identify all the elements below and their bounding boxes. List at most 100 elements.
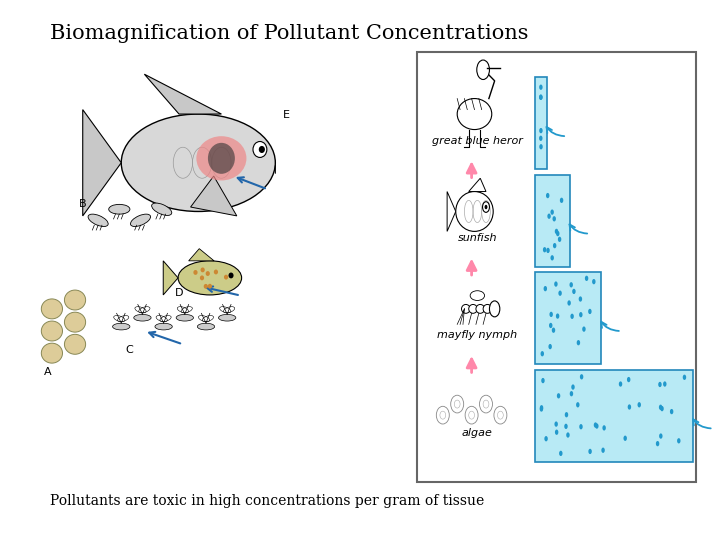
Ellipse shape [155,323,172,330]
Ellipse shape [436,406,449,424]
Circle shape [564,424,567,429]
Ellipse shape [64,334,86,354]
Circle shape [670,409,673,414]
Circle shape [553,243,557,248]
Ellipse shape [469,305,477,313]
Circle shape [200,275,204,280]
Circle shape [540,405,544,410]
Circle shape [567,300,571,306]
Bar [535,175,570,267]
Circle shape [580,374,583,380]
Text: great blue heror: great blue heror [432,136,523,146]
Circle shape [571,384,575,390]
Circle shape [224,275,228,280]
Circle shape [559,451,562,456]
Ellipse shape [121,114,275,212]
Circle shape [580,424,582,429]
Circle shape [555,429,559,435]
Circle shape [539,136,542,141]
Ellipse shape [130,214,150,226]
Circle shape [592,279,595,284]
Circle shape [659,434,662,438]
Circle shape [539,94,542,100]
Polygon shape [447,192,456,231]
Circle shape [544,436,548,441]
Circle shape [594,422,597,428]
Circle shape [194,270,197,275]
Circle shape [539,128,543,133]
Ellipse shape [197,323,215,330]
Circle shape [588,449,592,454]
Circle shape [552,216,556,221]
Ellipse shape [64,290,86,310]
Ellipse shape [88,214,108,226]
Ellipse shape [208,143,235,174]
Circle shape [570,391,573,396]
Circle shape [550,210,554,215]
Circle shape [539,144,543,150]
Circle shape [485,205,487,209]
Circle shape [624,436,627,441]
Circle shape [552,328,555,333]
Polygon shape [163,261,178,295]
Polygon shape [83,110,121,216]
Circle shape [543,247,546,252]
Circle shape [656,441,660,446]
Circle shape [570,314,574,319]
Circle shape [540,407,543,411]
Circle shape [549,344,552,349]
Ellipse shape [462,305,470,313]
Circle shape [588,309,592,314]
Circle shape [214,269,218,274]
Bar [535,77,547,170]
Circle shape [539,94,543,100]
Ellipse shape [112,323,130,330]
Circle shape [601,448,605,453]
Circle shape [659,404,662,410]
Circle shape [490,301,500,317]
Circle shape [660,406,664,411]
Ellipse shape [494,406,507,424]
Circle shape [549,323,552,328]
Ellipse shape [465,406,478,424]
Ellipse shape [41,299,63,319]
Circle shape [551,255,554,260]
Circle shape [560,198,563,203]
Polygon shape [191,176,237,216]
Circle shape [683,375,686,380]
Circle shape [556,231,559,237]
Circle shape [572,289,576,294]
Circle shape [201,267,204,272]
Ellipse shape [152,203,172,215]
Text: sunfish: sunfish [458,233,497,243]
Text: E: E [283,111,290,120]
Text: mayfly nymph: mayfly nymph [437,330,518,340]
Circle shape [618,381,622,387]
Circle shape [556,313,559,319]
Ellipse shape [178,261,242,295]
Text: B: B [79,199,86,209]
Circle shape [628,404,631,410]
Ellipse shape [451,395,464,413]
Text: Biomagnification of Pollutant Concentrations: Biomagnification of Pollutant Concentrat… [50,24,529,43]
Circle shape [541,351,544,356]
Circle shape [482,202,490,212]
Circle shape [555,229,558,234]
Text: C: C [125,345,133,355]
Polygon shape [145,74,222,114]
Ellipse shape [176,314,194,321]
Ellipse shape [41,343,63,363]
Circle shape [258,146,265,153]
Circle shape [579,296,582,302]
Circle shape [595,423,598,429]
Bar [535,272,601,365]
Circle shape [603,425,606,430]
Circle shape [570,282,573,287]
Bar [535,369,693,462]
Circle shape [627,377,631,382]
Ellipse shape [64,312,86,332]
Text: A: A [44,367,52,377]
Circle shape [477,60,490,79]
Circle shape [637,402,641,408]
Circle shape [585,276,588,281]
